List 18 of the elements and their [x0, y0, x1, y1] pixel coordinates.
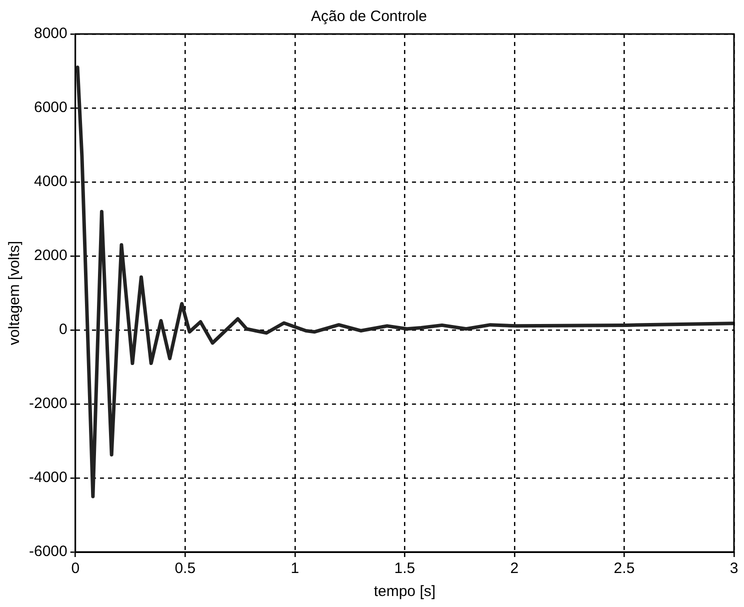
chart-title: Ação de Controle — [311, 8, 427, 26]
y-tick-label: 0 — [59, 321, 68, 338]
x-tick-label: 0 — [71, 560, 80, 578]
y-tick-label: -6000 — [28, 543, 68, 560]
x-tick-label: 1.5 — [394, 560, 416, 578]
y-axis-title: voltagem [volts] — [6, 240, 24, 346]
y-tick-label: 8000 — [34, 25, 68, 42]
x-tick-label: 2 — [510, 560, 519, 578]
x-tick-label: 2.5 — [614, 560, 635, 578]
y-tick-label: 6000 — [34, 99, 68, 116]
y-tick-label: 2000 — [34, 247, 68, 264]
x-tick-label: 1 — [290, 560, 300, 578]
x-tick-label: 0.5 — [174, 560, 196, 578]
y-tick-label: 4000 — [34, 173, 68, 190]
y-tick-label: -2000 — [28, 395, 68, 412]
x-axis-title: tempo [s] — [374, 583, 436, 600]
y-tick-label: -4000 — [28, 469, 68, 486]
x-tick-label: 3 — [730, 560, 738, 578]
